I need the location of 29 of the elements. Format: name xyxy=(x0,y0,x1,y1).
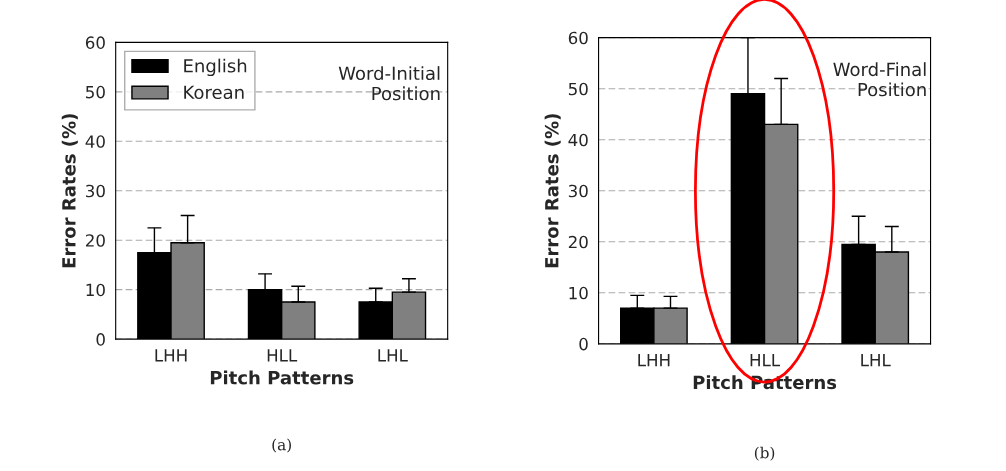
text: (b) xyxy=(754,446,775,461)
annotation: Word-Initial Position xyxy=(338,66,440,101)
y-tick-label: 10 xyxy=(569,286,588,300)
x-tick-label: HLL xyxy=(267,349,298,362)
x-tick-label: LHH xyxy=(155,349,187,362)
x-axis-title: Pitch Patterns xyxy=(210,370,354,385)
y-axis-title: Error Rates (%) xyxy=(544,114,561,268)
x-tick-label: LHH xyxy=(638,354,670,367)
legend-label: Korean xyxy=(184,85,244,100)
y-tick-label: 0 xyxy=(579,337,588,351)
x-tick-label: LHL xyxy=(861,354,891,367)
y-tick-label: 30 xyxy=(86,184,105,198)
annotation: Word-Final Position xyxy=(833,62,926,97)
legend-label: English xyxy=(184,58,247,77)
y-axis-title: Error Rates (%) xyxy=(61,114,78,268)
y-tick-label: 50 xyxy=(86,85,105,99)
y-tick-label: 10 xyxy=(86,283,105,297)
y-tick-label: 40 xyxy=(568,133,588,147)
y-tick-label: 20 xyxy=(568,235,588,249)
y-tick-label: 40 xyxy=(85,135,105,148)
y-tick-label: 50 xyxy=(568,82,588,96)
y-tick-label: 0 xyxy=(96,333,105,346)
y-tick-label: 20 xyxy=(85,234,105,247)
y-tick-label: 60 xyxy=(85,36,105,49)
x-tick-label: HLL xyxy=(750,354,781,367)
x-tick-label: LHL xyxy=(378,349,408,362)
text: (a) xyxy=(272,438,291,453)
y-tick-label: 30 xyxy=(568,184,588,198)
y-tick-label: 60 xyxy=(568,31,588,45)
